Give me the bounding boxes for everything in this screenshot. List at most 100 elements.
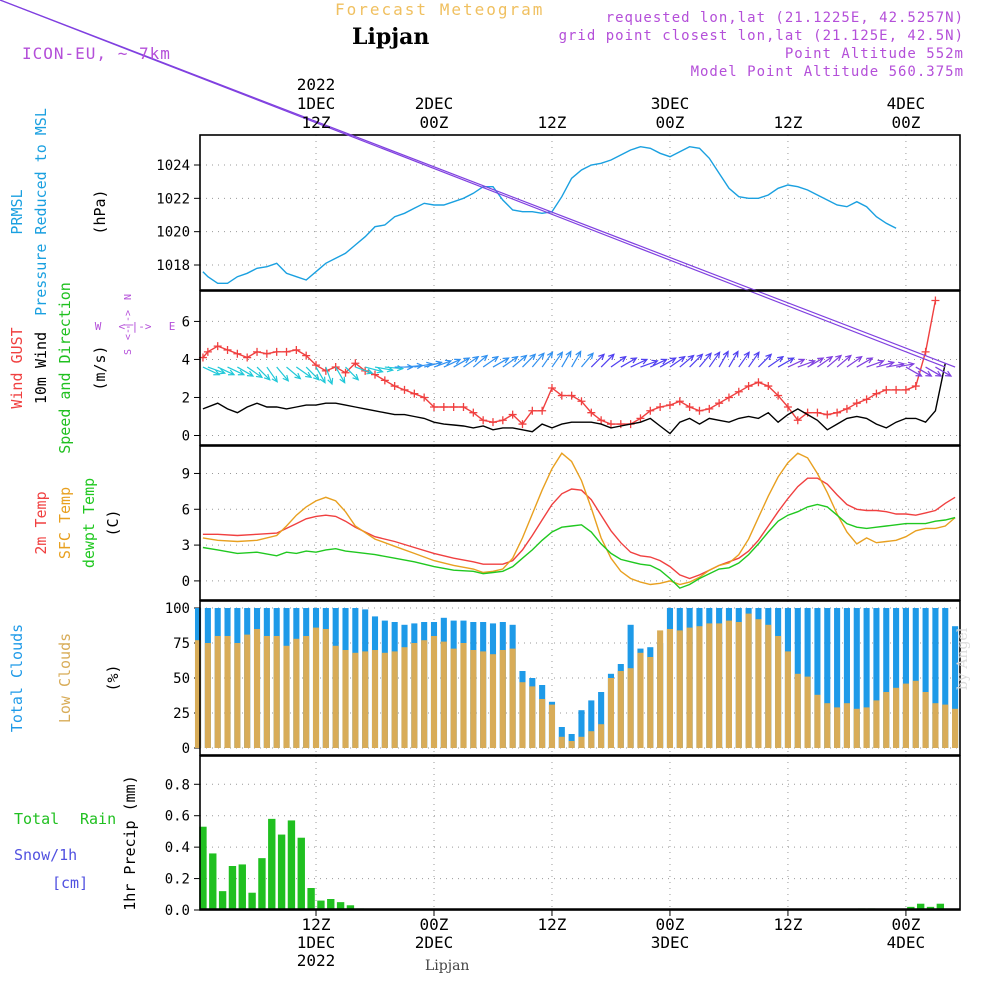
- gust-marker: [764, 382, 773, 391]
- y-tick-label: 4: [182, 352, 190, 368]
- wind-direction-arrow: [630, 358, 648, 368]
- gust-marker: [606, 420, 615, 429]
- bar-total-clouds: [578, 710, 585, 748]
- label-snow: Snow/1h: [14, 846, 77, 864]
- label-pressure-msl: Pressure Reduced to MSL: [32, 108, 50, 316]
- wind-direction-arrow: [669, 356, 686, 368]
- wind-direction-arrowhead: [246, 370, 255, 377]
- wind-direction-arrowhead: [835, 354, 843, 362]
- gust-marker: [577, 397, 586, 406]
- wind-direction-arrowhead: [808, 359, 816, 366]
- series-line-prmsl: [202, 145, 897, 284]
- bar-precip: [258, 858, 266, 910]
- wind-direction-arrow: [207, 366, 225, 374]
- bar-low-clouds: [745, 613, 752, 748]
- wind-direction-arrowhead: [575, 350, 582, 358]
- wind-direction-arrowhead: [444, 359, 453, 366]
- wind-direction-arrowhead: [327, 377, 334, 386]
- wind-direction-arrowhead: [608, 353, 615, 361]
- y-tick-label: 25: [173, 706, 190, 722]
- wind-direction-arrowhead: [619, 355, 627, 363]
- label-prmsl: PRMSL: [8, 189, 26, 234]
- bar-low-clouds: [303, 636, 310, 748]
- wind-direction-arrowhead: [556, 351, 564, 359]
- bar-low-clouds: [893, 687, 900, 748]
- gust-marker: [262, 349, 271, 358]
- bar-low-clouds: [489, 654, 497, 748]
- wind-direction-arrow: [610, 356, 627, 368]
- wind-direction-arrowhead: [472, 355, 480, 363]
- top-axis-label: 4DEC: [887, 94, 926, 113]
- gust-marker: [616, 420, 625, 429]
- wind-direction-arrowhead: [237, 369, 246, 376]
- bar-total-clouds: [843, 608, 850, 748]
- gust-marker: [547, 383, 556, 392]
- gust-marker: [774, 391, 783, 400]
- wind-direction-arrowhead: [305, 371, 313, 379]
- wind-direction-arrow: [227, 366, 245, 376]
- gust-marker: [882, 385, 891, 394]
- bar-total-clouds: [942, 608, 949, 748]
- label-low-clouds: Low Clouds: [56, 633, 74, 723]
- wind-direction-arrow: [728, 351, 739, 368]
- compass-w: W: [95, 320, 102, 333]
- gust-marker: [498, 416, 507, 425]
- bar-low-clouds: [765, 624, 772, 748]
- wind-direction-arrow: [581, 352, 594, 368]
- top-axis-label: 00Z: [891, 113, 920, 132]
- gust-marker: [351, 359, 360, 368]
- gust-marker: [528, 406, 537, 415]
- gust-marker: [734, 387, 743, 396]
- bar-low-clouds: [784, 651, 791, 748]
- wind-direction-arrow: [512, 355, 527, 368]
- label-dewpt-temp: dewpt Temp: [80, 478, 98, 568]
- bar-low-clouds: [263, 636, 270, 748]
- watermark: by Angel: [955, 627, 971, 690]
- bar-precip: [317, 900, 325, 910]
- wind-direction-arrowhead: [376, 367, 384, 374]
- bar-low-clouds: [312, 627, 320, 748]
- wind-direction-arrowhead: [935, 370, 943, 377]
- bar-low-clouds: [922, 692, 929, 748]
- wind-direction-arrowhead: [787, 357, 795, 364]
- y-tick-label: 2: [182, 390, 190, 406]
- wind-direction-arrowhead: [565, 350, 572, 358]
- wind-direction-arrow: [286, 366, 301, 380]
- label-pressure-unit: (hPa): [91, 189, 109, 234]
- bar-low-clouds: [293, 638, 300, 748]
- compass-e: E: [169, 320, 176, 333]
- bar-low-clouds: [883, 692, 890, 748]
- wind-direction-arrowhead: [502, 357, 510, 364]
- wind-direction-arrowhead: [546, 351, 554, 359]
- wind-direction-arrowhead: [705, 352, 712, 360]
- gust-marker: [695, 406, 704, 415]
- series-line-dewpt-temp: [202, 503, 956, 589]
- y-tick-label: 0.2: [165, 872, 190, 888]
- top-axis-label: 3DEC: [651, 94, 690, 113]
- wind-direction-arrowhead: [687, 354, 695, 362]
- wind-direction-arrow: [836, 355, 852, 368]
- wind-direction-arrow: [886, 363, 905, 368]
- wind-direction-arrowhead: [732, 350, 739, 358]
- bar-low-clouds: [548, 704, 556, 748]
- gust-marker: [705, 404, 714, 413]
- bar-low-clouds: [578, 736, 585, 748]
- bar-low-clouds: [902, 683, 909, 748]
- wind-direction-arrow: [502, 356, 518, 368]
- wind-direction-arrow: [266, 366, 278, 383]
- gust-marker: [400, 385, 409, 394]
- wind-direction-arrow: [492, 357, 509, 368]
- wind-direction-arrow: [777, 357, 794, 368]
- wind-direction-arrowhead: [826, 355, 834, 363]
- top-axis-label: 2DEC: [415, 94, 454, 113]
- wind-direction-arrow: [296, 366, 312, 378]
- bottom-axis-label: 00Z: [891, 915, 920, 934]
- wind-direction-arrow: [202, 366, 220, 376]
- y-tick-label: 0: [182, 741, 190, 757]
- y-tick-label: 0: [182, 428, 190, 444]
- bottom-axis-label: 4DEC: [887, 933, 926, 952]
- wind-direction-arrowhead: [228, 369, 236, 376]
- bar-low-clouds: [735, 622, 742, 748]
- gust-marker: [715, 399, 724, 408]
- wind-direction-arrow: [246, 366, 263, 378]
